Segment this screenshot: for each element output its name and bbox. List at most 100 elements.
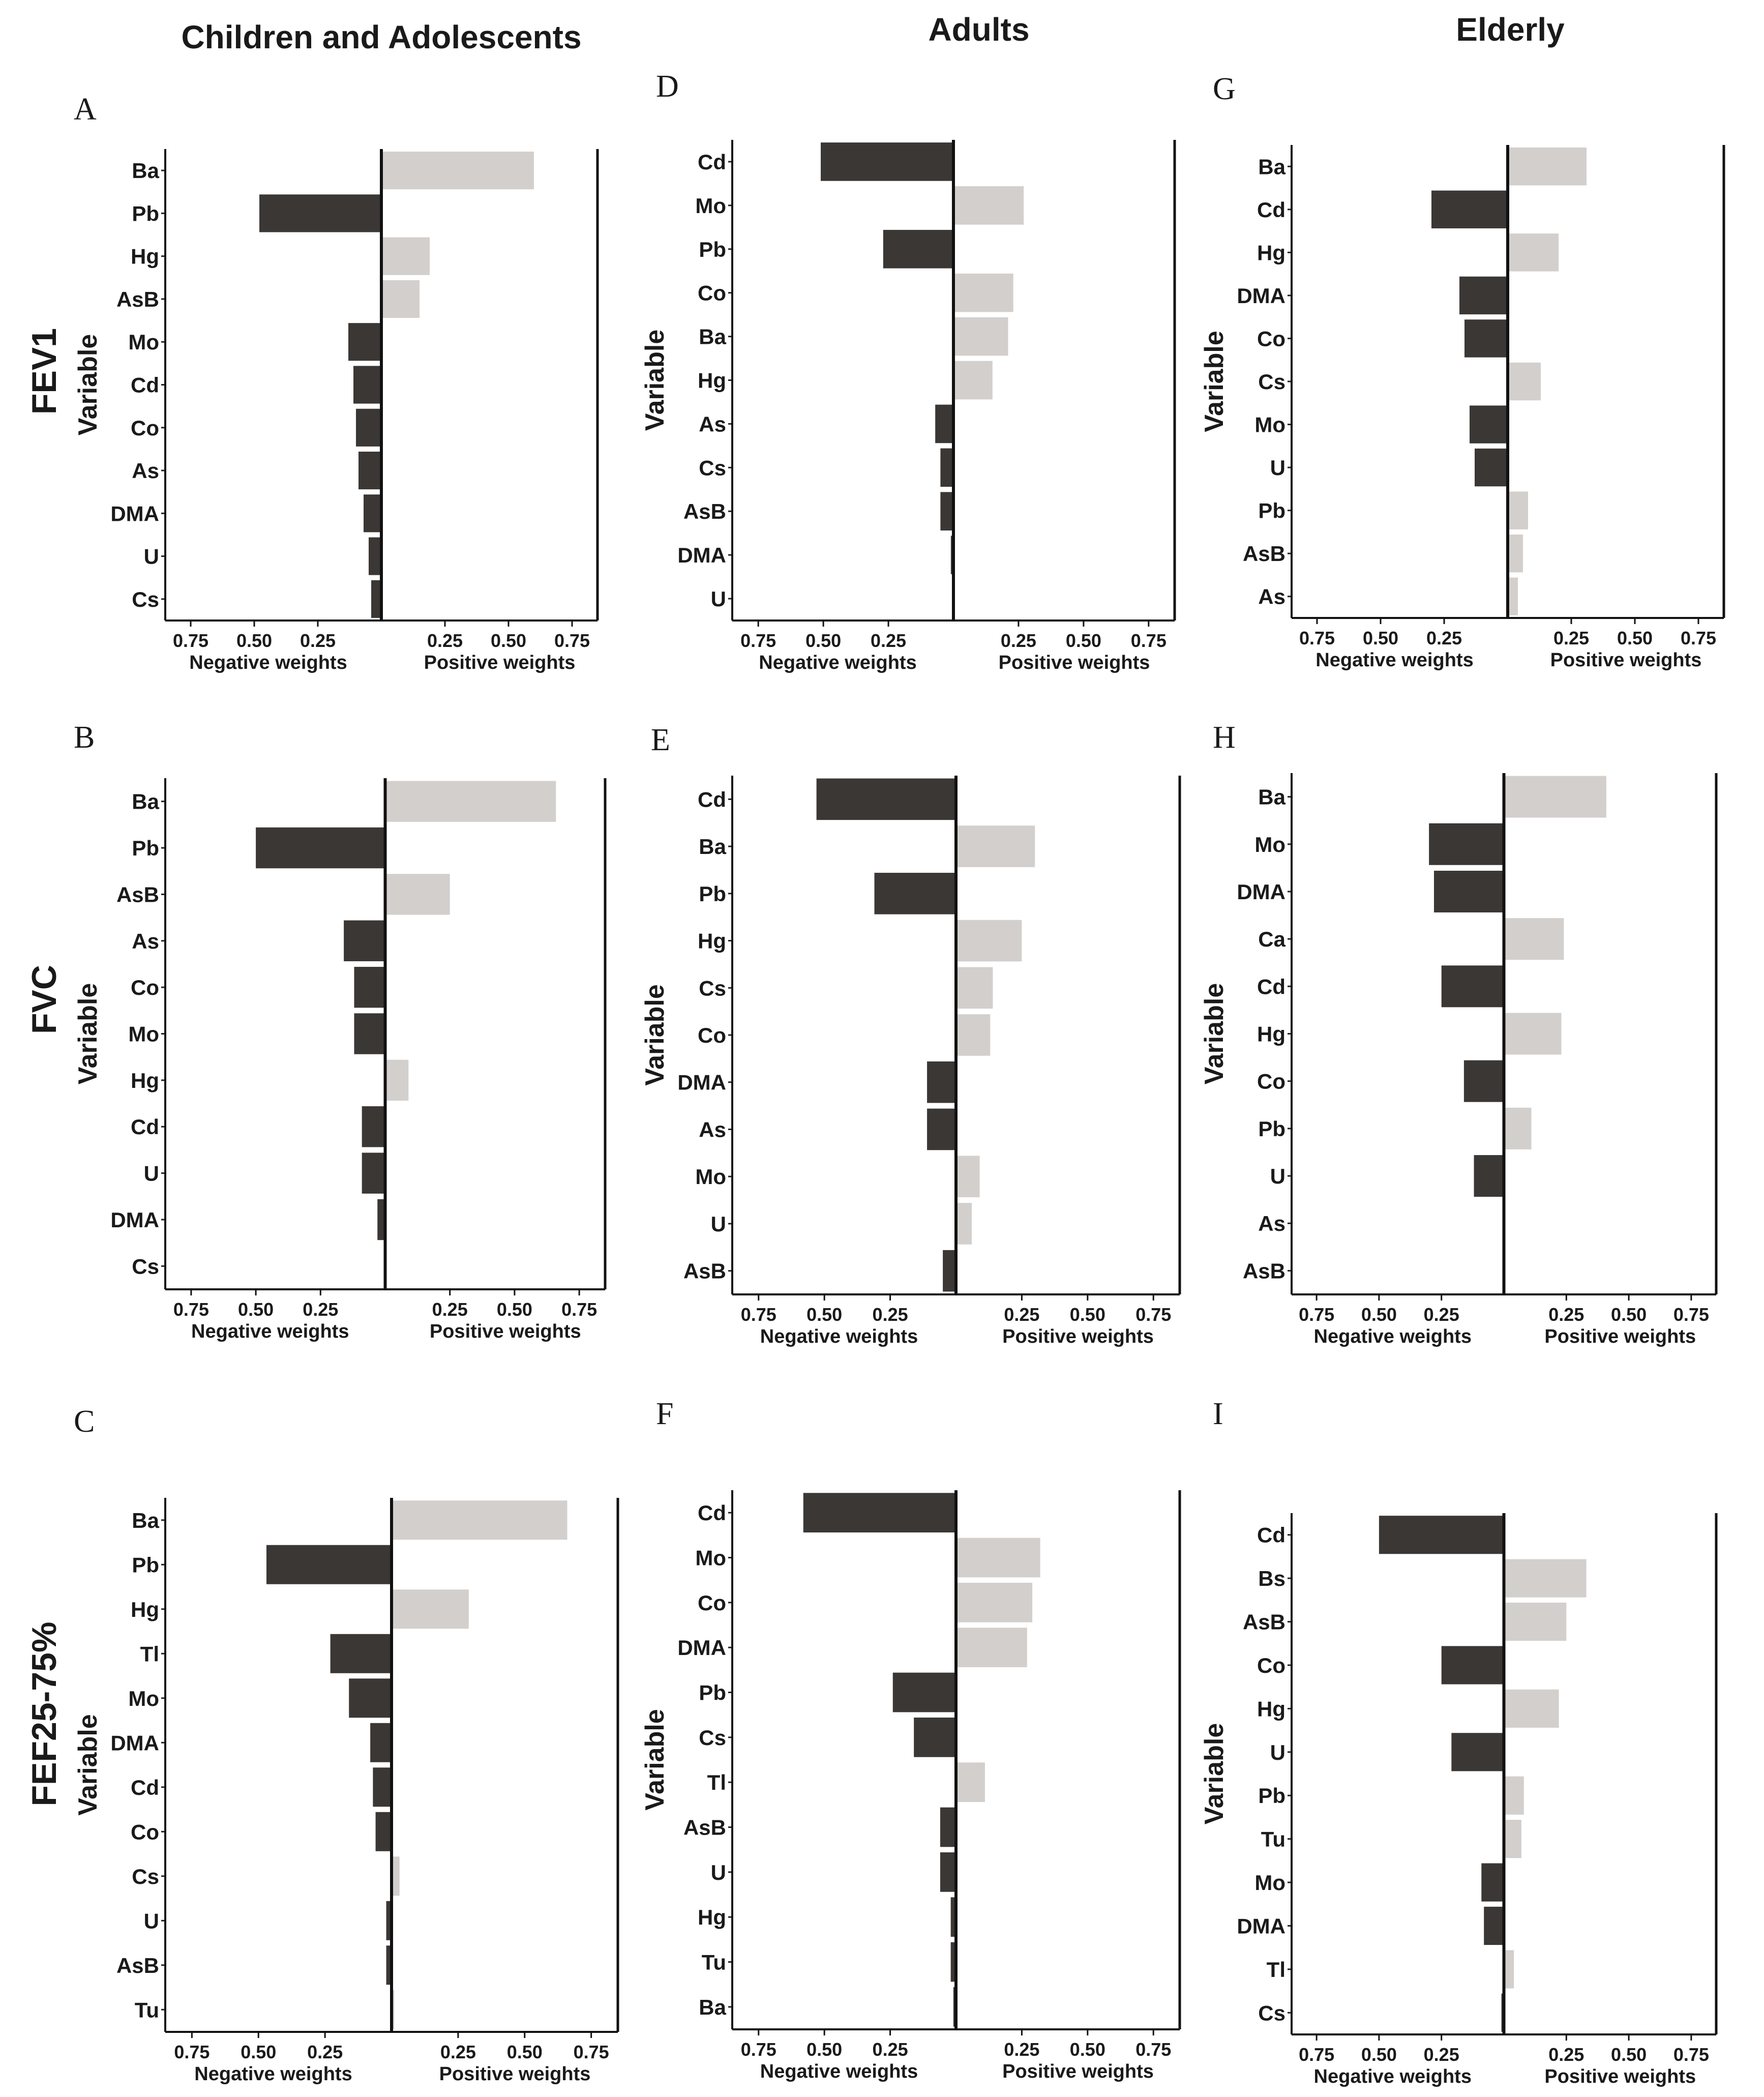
negative-weights-label: Negative weights: [189, 652, 347, 673]
x-tick-label: 0.50: [1611, 2044, 1647, 2065]
x-tick-label: 0.25: [432, 1299, 468, 1320]
bar: [1481, 1863, 1504, 1902]
bar: [956, 967, 993, 1009]
x-tick-label: 0.75: [1299, 628, 1335, 648]
x-tick-label: 0.50: [1066, 630, 1101, 651]
bar: [358, 451, 381, 490]
x-tick-label: 0.50: [806, 1304, 842, 1325]
x-tick-label: 0.50: [1070, 1304, 1105, 1325]
category-label: DMA: [677, 1071, 726, 1095]
bar: [1464, 319, 1508, 358]
x-tick-label: 0.50: [1611, 1304, 1647, 1325]
bar: [940, 1852, 956, 1892]
bar: [354, 1013, 385, 1054]
category-label: Hg: [131, 245, 159, 269]
category-label: DMA: [1237, 880, 1285, 904]
x-tick-label: 0.25: [300, 630, 336, 651]
x-tick-label: 0.50: [236, 630, 272, 651]
category-label: DMA: [1237, 284, 1285, 308]
x-tick-label: 0.50: [805, 630, 841, 651]
category-label: Tu: [135, 1998, 159, 2022]
category-label: U: [711, 587, 726, 611]
bar: [392, 1589, 469, 1629]
category-label: Co: [1257, 327, 1285, 350]
bar: [1504, 1602, 1567, 1641]
category-label: U: [1270, 1740, 1285, 1764]
x-tick-label: 0.75: [173, 1299, 209, 1320]
bar: [330, 1634, 392, 1673]
category-label: U: [711, 1212, 726, 1236]
category-label: Pb: [699, 1681, 726, 1705]
category-label: Ba: [132, 159, 159, 183]
category-label: Cd: [698, 1501, 726, 1525]
x-tick-label: 0.25: [1424, 2044, 1459, 2065]
bar: [956, 920, 1022, 962]
bar: [956, 1203, 972, 1245]
category-label: Cd: [131, 373, 159, 397]
category-label: U: [144, 545, 159, 569]
bar: [953, 361, 993, 400]
category-label: Ba: [1258, 155, 1285, 179]
category-label: AsB: [116, 882, 159, 906]
panel-c: C Variable Ba Pb Hg Tl Mo DMA Cd Co Cs U AsB Tu 0.75 0.…: [73, 1404, 619, 2085]
category-label: Cs: [699, 1726, 726, 1750]
category-label: Cd: [1257, 974, 1285, 998]
bar: [1431, 190, 1508, 229]
x-tick-label: 0.50: [497, 1299, 532, 1320]
negative-weights-label: Negative weights: [1314, 1326, 1472, 1347]
bar: [1474, 1155, 1504, 1197]
x-tick-label: 0.75: [174, 2042, 210, 2062]
category-label: Hg: [698, 369, 726, 393]
panel-label: F: [656, 1397, 673, 1431]
bar: [353, 366, 381, 404]
x-tick-label: 0.25: [1001, 630, 1036, 651]
category-label: Pb: [132, 1553, 159, 1577]
bar: [1463, 1060, 1504, 1102]
category-label: Tl: [707, 1770, 726, 1794]
bar: [385, 781, 556, 822]
negative-weights-label: Negative weights: [760, 2061, 918, 2082]
bar: [1508, 534, 1523, 573]
category-label: DMA: [110, 1731, 159, 1755]
category-label: Pb: [1258, 1117, 1285, 1141]
category-label: Mo: [1254, 413, 1285, 437]
negative-weights-label: Negative weights: [191, 1321, 349, 1342]
x-tick-label: 0.75: [1681, 628, 1716, 648]
bar: [348, 323, 381, 361]
bar: [956, 1582, 1033, 1622]
x-tick-label: 0.75: [1299, 2044, 1334, 2065]
bar: [386, 1945, 392, 1985]
panel-label: H: [1213, 720, 1236, 755]
bar: [381, 280, 420, 318]
category-label: Cs: [132, 1865, 159, 1888]
bar: [927, 1108, 956, 1150]
panel-d: D Variable Cd Mo Pb Co Ba Hg As Cs AsB DMA U 0.75 0.25…: [640, 69, 1176, 673]
category-label: Cs: [1258, 2001, 1285, 2025]
bar: [803, 1493, 956, 1533]
negative-weights-label: Negative weights: [760, 1326, 918, 1347]
bar: [927, 1061, 956, 1103]
category-label: Co: [1257, 1070, 1285, 1094]
category-label: Tl: [140, 1642, 159, 1666]
bar: [940, 492, 953, 531]
panel-label: A: [74, 92, 97, 127]
bar: [953, 317, 1008, 356]
bar: [375, 1812, 392, 1851]
bar: [385, 874, 450, 915]
bar: [1451, 1733, 1504, 1771]
x-tick-label: 0.50: [238, 1299, 274, 1320]
category-label: Hg: [131, 1598, 159, 1621]
bar: [1504, 1776, 1524, 1815]
bar: [370, 1723, 392, 1762]
bar: [1508, 577, 1518, 615]
x-tick-label: 0.25: [1004, 2039, 1039, 2060]
bar: [956, 1014, 991, 1056]
category-label: Tu: [702, 1951, 726, 1974]
x-tick-label: 0.50: [1070, 2039, 1105, 2060]
x-tick-label: 0.25: [1426, 628, 1462, 648]
bar: [1441, 1646, 1504, 1685]
bar: [940, 448, 953, 487]
category-label: U: [711, 1860, 726, 1884]
x-tick-label: 0.25: [427, 630, 463, 651]
